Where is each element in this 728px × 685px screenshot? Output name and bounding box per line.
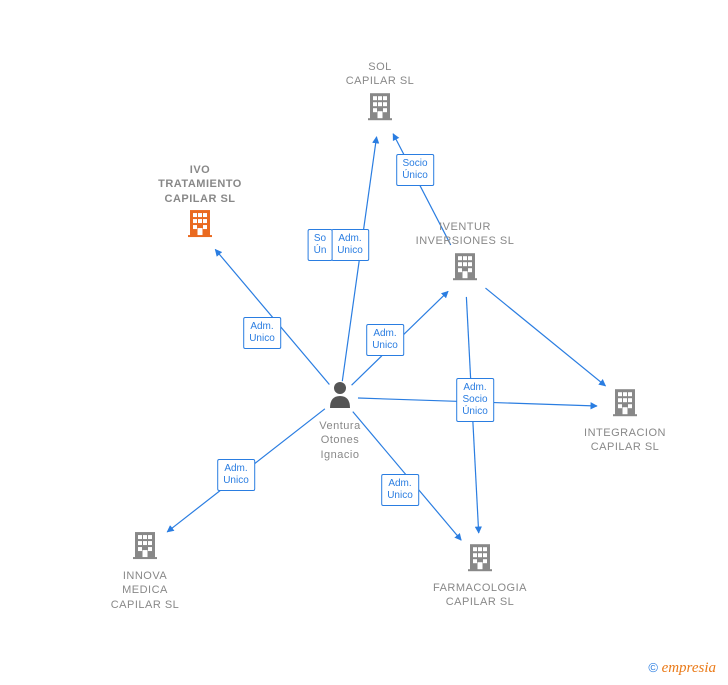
edge-label: Adm.Unico <box>366 324 404 356</box>
node-farma[interactable]: FARMACOLOGIACAPILAR SL <box>420 540 540 610</box>
edge-label: Adm.Unico <box>217 459 255 491</box>
building-icon <box>364 89 396 126</box>
copyright-brand: empresia <box>662 660 716 676</box>
edge-label: Adm.Unico <box>243 317 281 349</box>
edge-label: SocioÚnico <box>396 154 434 186</box>
diagram-canvas: SOLCAPILAR SL IVOTRATAMIENTOCAPILAR SL I… <box>0 0 728 685</box>
node-ivo[interactable]: IVOTRATAMIENTOCAPILAR SL <box>140 163 260 247</box>
node-ventura[interactable]: VenturaOtonesIgnacio <box>280 378 400 462</box>
edge-line <box>485 288 605 386</box>
node-sol[interactable]: SOLCAPILAR SL <box>320 60 440 130</box>
building-icon <box>129 528 161 565</box>
edge-label: Adm.SocioÚnico <box>456 378 494 422</box>
edge-label: Adm.Unico <box>331 229 369 261</box>
node-label: VenturaOtonesIgnacio <box>280 419 400 462</box>
node-innova[interactable]: INNOVAMEDICACAPILAR SL <box>85 528 205 612</box>
node-label: INTEGRACIONCAPILAR SL <box>565 426 685 455</box>
copyright: © empresia <box>648 660 716 677</box>
edge-label: Adm.Unico <box>381 474 419 506</box>
node-label: IVOTRATAMIENTOCAPILAR SL <box>140 163 260 206</box>
building-icon <box>464 540 496 577</box>
node-iventur[interactable]: IVENTURINVERSIONES SL <box>405 220 525 290</box>
node-label: INNOVAMEDICACAPILAR SL <box>85 569 205 612</box>
node-integ[interactable]: INTEGRACIONCAPILAR SL <box>565 385 685 455</box>
node-label: SOLCAPILAR SL <box>320 60 440 89</box>
node-label: IVENTURINVERSIONES SL <box>405 220 525 249</box>
building-icon <box>184 206 216 243</box>
person-icon <box>324 378 356 415</box>
copyright-symbol: © <box>648 660 658 675</box>
node-label: FARMACOLOGIACAPILAR SL <box>420 581 540 610</box>
building-icon <box>449 249 481 286</box>
edge-label: SoÚn <box>308 229 333 261</box>
building-icon <box>609 385 641 422</box>
